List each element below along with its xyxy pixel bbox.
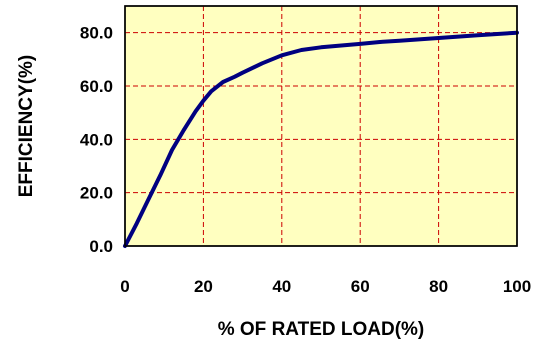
y-tick-label: 60.0 bbox=[80, 77, 113, 96]
x-axis-label: % OF RATED LOAD(%) bbox=[218, 319, 425, 340]
x-tick-label: 40 bbox=[272, 277, 291, 296]
grid-lines bbox=[125, 6, 517, 246]
y-tick-label: 80.0 bbox=[80, 24, 113, 43]
x-tick-label: 80 bbox=[429, 277, 448, 296]
series-group bbox=[123, 30, 519, 248]
y-tick-label: 40.0 bbox=[80, 130, 113, 149]
x-tick-label: 20 bbox=[194, 277, 213, 296]
series-line-0 bbox=[123, 30, 519, 248]
plot-border bbox=[124, 5, 518, 247]
tick-labels: 0 20 40 60 80 100 0.0 20.0 40.0 60.0 80.0 bbox=[80, 24, 531, 296]
plot-background bbox=[124, 5, 518, 247]
y-tick-label: 0.0 bbox=[89, 237, 113, 256]
y-axis-label: EFFICIENCY(%) bbox=[16, 55, 37, 198]
x-tick-label: 0 bbox=[120, 277, 129, 296]
x-tick-label: 60 bbox=[351, 277, 370, 296]
y-tick-label: 20.0 bbox=[80, 184, 113, 203]
x-tick-label: 100 bbox=[503, 277, 531, 296]
